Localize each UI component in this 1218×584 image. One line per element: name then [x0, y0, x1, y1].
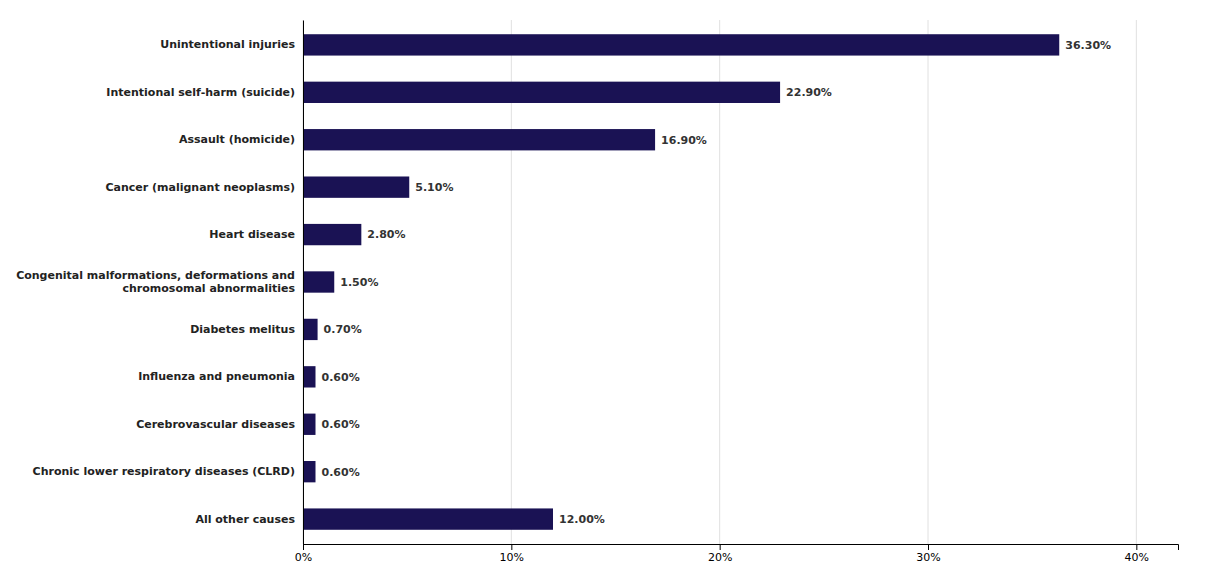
bar — [303, 129, 655, 150]
plot: 0% 10% 20% 30% 40% 12.00% 0.60% 0.60% 0.60% 0.70%… — [16, 20, 1178, 564]
y-tick: Heart disease — [209, 228, 303, 241]
y-tick-label-line: Unintentional injuries — [160, 38, 295, 51]
y-tick-label-line: All other causes — [195, 513, 295, 526]
grid — [303, 20, 1136, 544]
y-tick-label: Cerebrovascular diseases — [136, 418, 295, 431]
grid-line — [928, 20, 929, 544]
data-label: 0.60% — [322, 466, 360, 479]
y-axis: All other causes Chronic lower respirator… — [16, 21, 303, 545]
y-tick-label: Unintentional injuries — [160, 38, 295, 51]
y-tick: Chronic lower respiratory diseases (CLRD… — [33, 465, 303, 478]
x-tick-label: 20% — [708, 551, 732, 564]
data-label: 0.60% — [322, 418, 360, 431]
x-tick-mark — [928, 544, 929, 550]
y-tick: Intentional self-harm (suicide) — [106, 86, 303, 99]
data-label: 36.30% — [1065, 39, 1111, 52]
y-tick: Congenital malformations, deformations a… — [16, 269, 303, 294]
bar — [303, 224, 361, 245]
x-tick: 30% — [916, 544, 940, 564]
data-label: 5.10% — [415, 181, 453, 194]
x-tick-label: 30% — [916, 551, 940, 564]
x-tick: 40% — [1125, 544, 1149, 564]
y-tick-label: Heart disease — [209, 228, 295, 241]
data-label: 0.70% — [324, 323, 362, 336]
y-tick-label-line: Diabetes melitus — [190, 323, 295, 336]
bar — [303, 319, 318, 340]
y-tick-label-line: Cancer (malignant neoplasms) — [105, 181, 295, 194]
bars — [303, 34, 1059, 530]
y-tick: Unintentional injuries — [160, 38, 303, 51]
bar — [303, 271, 334, 292]
bar — [303, 461, 316, 482]
y-tick-label: Chronic lower respiratory diseases (CLRD… — [33, 465, 295, 478]
bar — [303, 366, 316, 387]
y-tick: All other causes — [195, 513, 303, 526]
bar — [303, 82, 780, 103]
x-tick: 20% — [708, 544, 732, 564]
y-tick-label-line: Congenital malformations, deformations a… — [16, 269, 295, 282]
x-tick: 10% — [500, 544, 524, 564]
x-tick-mark — [511, 544, 512, 550]
data-label: 16.90% — [661, 134, 707, 147]
y-tick: Diabetes melitus — [190, 323, 303, 336]
y-tick-label: Congenital malformations, deformations a… — [16, 269, 295, 294]
y-tick-label-line: Influenza and pneumonia — [138, 370, 295, 383]
grid-line — [303, 20, 304, 544]
y-tick-label-line: Chronic lower respiratory diseases (CLRD… — [33, 465, 295, 478]
x-tick-mark — [1136, 544, 1137, 550]
chart: 0% 10% 20% 30% 40% 12.00% 0.60% 0.60% 0.60% 0.70%… — [0, 0, 1218, 584]
y-tick-label: Intentional self-harm (suicide) — [106, 86, 295, 99]
x-tick-label: 40% — [1125, 551, 1149, 564]
y-tick-label-line: chromosomal abnormalities — [122, 282, 295, 295]
y-axis-line — [303, 21, 304, 545]
y-tick-label-line: Cerebrovascular diseases — [136, 418, 295, 431]
x-axis-line — [304, 545, 1179, 551]
y-tick: Influenza and pneumonia — [138, 370, 303, 383]
y-tick-label-line: Assault (homicide) — [179, 133, 295, 146]
data-labels: 12.00% 0.60% 0.60% 0.60% 0.70% 1.50% 2.80% 5.10… — [322, 39, 1112, 526]
bar — [303, 176, 409, 197]
y-tick-label: Cancer (malignant neoplasms) — [105, 181, 295, 194]
data-label: 12.00% — [559, 513, 605, 526]
x-tick-mark — [720, 544, 721, 550]
data-label: 0.60% — [322, 371, 360, 384]
bar — [303, 414, 316, 435]
grid-line — [1136, 20, 1137, 544]
y-tick: Cancer (malignant neoplasms) — [105, 181, 303, 194]
x-tick-label: 10% — [500, 551, 524, 564]
y-tick: Assault (homicide) — [179, 133, 303, 146]
y-tick-label: All other causes — [195, 513, 295, 526]
y-tick-label-line: Intentional self-harm (suicide) — [106, 86, 295, 99]
x-tick: 0% — [295, 544, 312, 564]
x-tick-label: 0% — [295, 551, 312, 564]
y-tick: Cerebrovascular diseases — [136, 418, 303, 431]
y-tick-label: Diabetes melitus — [190, 323, 295, 336]
bar — [303, 34, 1059, 55]
y-tick-label-line: Heart disease — [209, 228, 295, 241]
data-label: 2.80% — [367, 228, 405, 241]
y-tick-label: Assault (homicide) — [179, 133, 295, 146]
x-tick-mark — [303, 544, 304, 550]
data-label: 1.50% — [340, 276, 378, 289]
y-tick-label: Influenza and pneumonia — [138, 370, 295, 383]
bar — [303, 508, 553, 529]
data-label: 22.90% — [786, 86, 832, 99]
x-axis: 0% 10% 20% 30% 40% — [295, 544, 1179, 564]
